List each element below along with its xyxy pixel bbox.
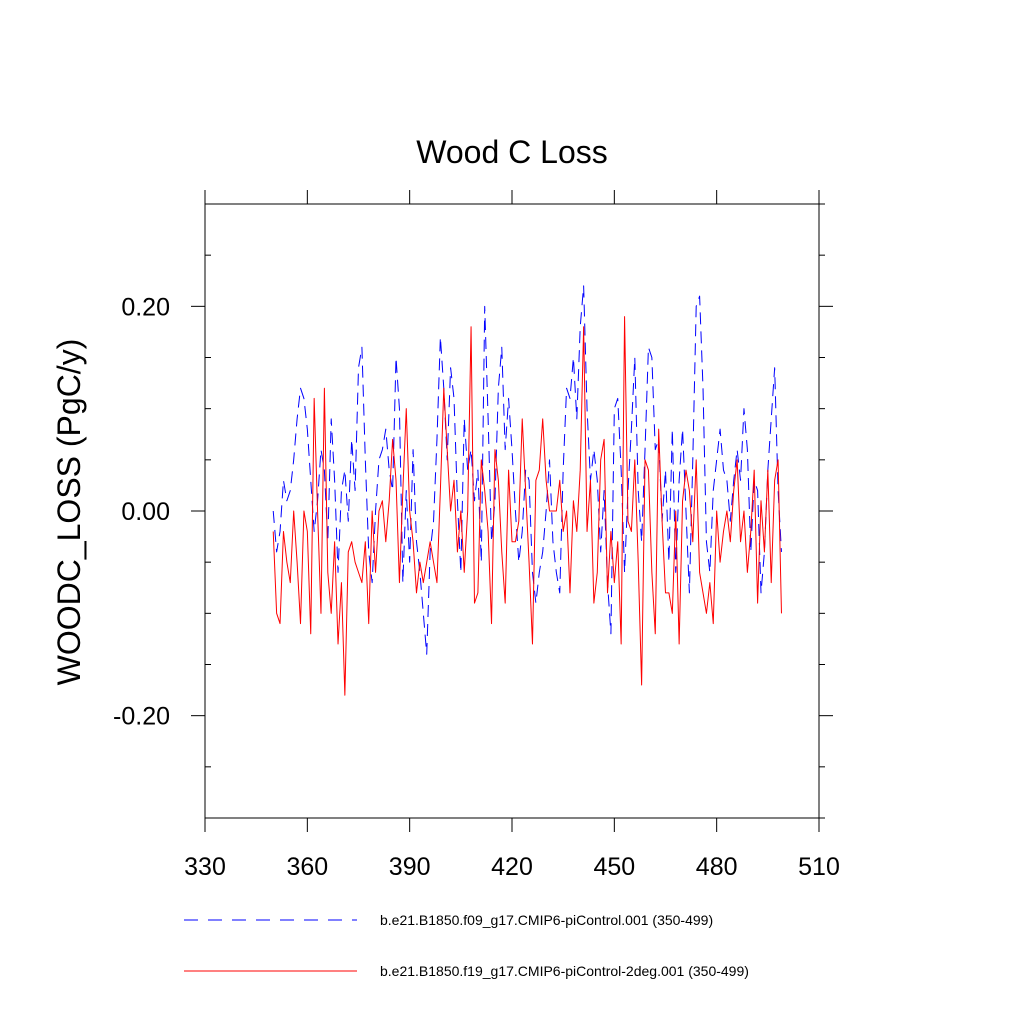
x-tick-label: 510 xyxy=(798,853,840,881)
y-tick-label: 0.00 xyxy=(121,498,170,526)
x-tick-label: 480 xyxy=(696,853,738,881)
series-line-2 xyxy=(272,316,782,696)
y-axis-label: WOODC_LOSS (PgC/y) xyxy=(51,339,87,686)
x-tick-label: 450 xyxy=(593,853,635,881)
y-tick-label: -0.20 xyxy=(113,703,170,731)
x-tick-label: 390 xyxy=(389,853,431,881)
x-tick-label: 420 xyxy=(491,853,533,881)
chart-title: Wood C Loss xyxy=(416,134,608,170)
x-tick-label: 330 xyxy=(184,853,226,881)
y-tick-label: 0.20 xyxy=(121,293,170,321)
legend-label-2: b.e21.B1850.f19_g17.CMIP6-piControl-2deg… xyxy=(380,963,749,979)
legend-label-1: b.e21.B1850.f09_g17.CMIP6-piControl.001 … xyxy=(380,912,713,928)
legend: b.e21.B1850.f09_g17.CMIP6-piControl.001 … xyxy=(184,912,749,979)
series-layer xyxy=(272,285,782,696)
series-line-1 xyxy=(272,285,782,655)
x-tick-label: 360 xyxy=(286,853,328,881)
axis-ticks: 330 360 390 420 450 480 510 -0.20 0.00 0.20 xyxy=(113,190,840,881)
